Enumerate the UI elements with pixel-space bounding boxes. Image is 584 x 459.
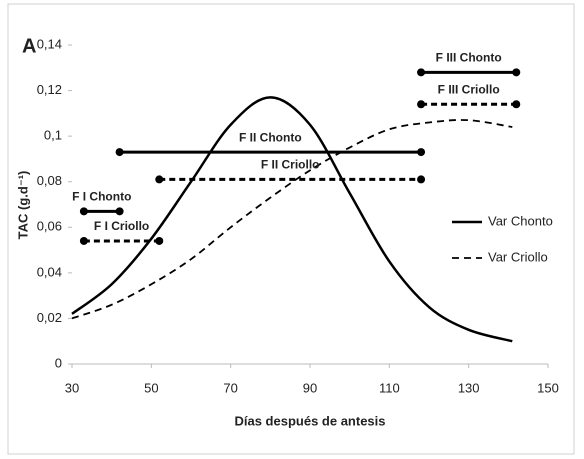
legend-label: Var Chonto <box>488 213 553 228</box>
x-tick-label: 70 <box>223 380 237 395</box>
x-tick-label: 110 <box>379 380 400 395</box>
legend-label: Var Criollo <box>488 249 548 264</box>
segment-end <box>417 148 426 157</box>
segment-end <box>417 100 426 109</box>
x-tick-label: 90 <box>303 380 317 395</box>
y-axis-label: TAC (g.d⁻¹) <box>15 171 30 240</box>
y-tick-label: 0,12 <box>37 82 62 97</box>
x-axis-label: Días después de antesis <box>234 413 385 428</box>
segment-label: F II Chonto <box>239 130 302 144</box>
series-line <box>71 119 513 320</box>
y-tick-label: 0,08 <box>37 173 62 188</box>
series-line <box>71 96 513 343</box>
segment-label: F I Chonto <box>72 190 131 204</box>
y-tick-label: 0,06 <box>37 219 62 234</box>
segment-end <box>512 100 521 109</box>
y-tick-label: 0,14 <box>37 36 62 51</box>
segment-end <box>417 175 426 184</box>
segment-end <box>79 207 88 216</box>
x-tick-label: 50 <box>144 380 158 395</box>
segment-end <box>115 148 124 157</box>
segment-label: F III Chonto <box>436 51 502 65</box>
x-tick-label: 130 <box>458 380 480 395</box>
y-tick-label: 0 <box>55 355 62 370</box>
y-tick-label: 0,1 <box>44 128 62 143</box>
segment-end <box>155 236 164 245</box>
segment-end <box>155 175 164 184</box>
segment-end <box>417 68 426 77</box>
segment-label: F II Criollo <box>261 158 320 172</box>
segment-end <box>115 207 124 216</box>
y-tick-label: 0,02 <box>37 310 62 325</box>
x-tick-label: 30 <box>65 380 79 395</box>
segment-label: F I Criollo <box>94 219 149 233</box>
y-tick-label: 0,04 <box>37 264 62 279</box>
segment-end <box>512 68 521 77</box>
segment-label: F III Criollo <box>438 82 500 96</box>
x-tick-label: 150 <box>537 380 559 395</box>
frame <box>7 3 575 455</box>
segment-end <box>79 236 88 245</box>
panel-label: A <box>22 35 36 57</box>
